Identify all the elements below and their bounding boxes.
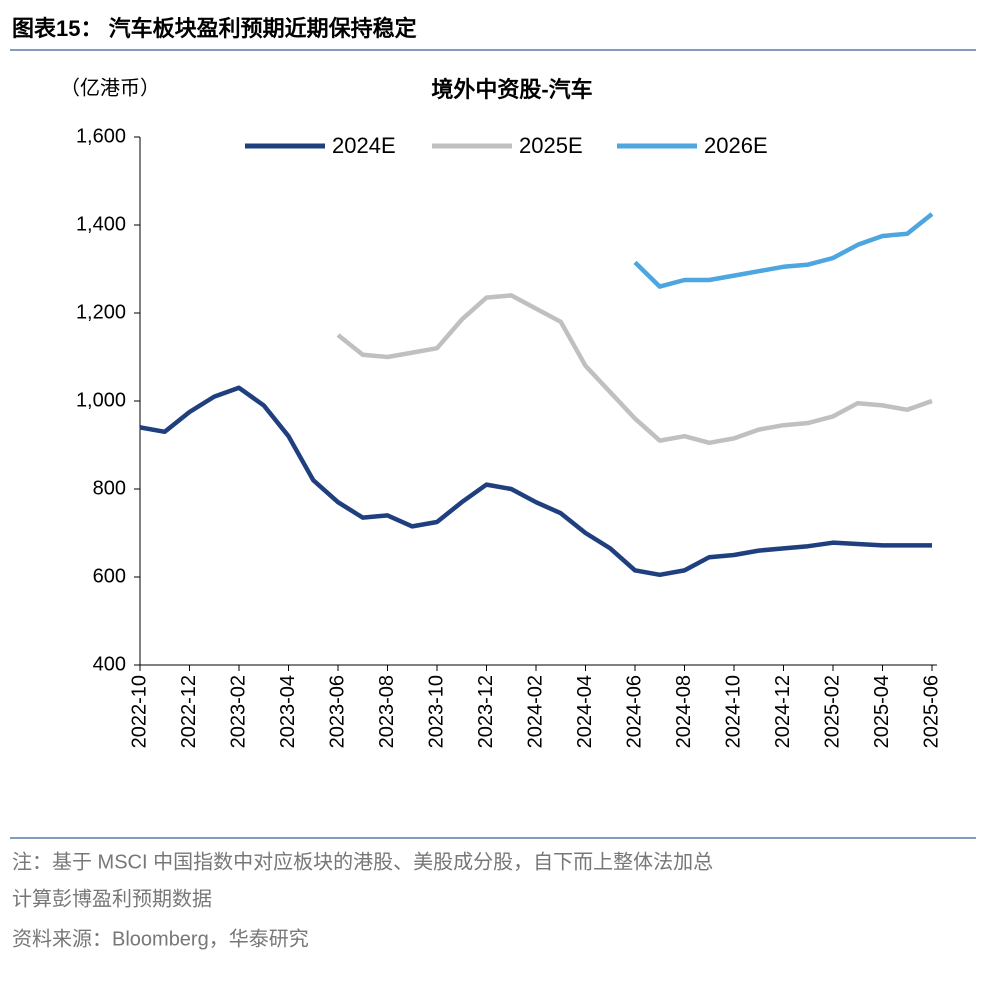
x-tick-label: 2025-06 <box>920 675 942 748</box>
figure-title: 图表15： 汽车板块盈利预期近期保持稳定 <box>12 16 417 41</box>
line-series <box>139 385 932 578</box>
x-tick-label: 2024-08 <box>673 675 695 748</box>
x-tick-label: 2024-02 <box>524 675 546 748</box>
legend-label: 2026E <box>704 133 768 158</box>
y-label: （亿港币） <box>60 76 160 99</box>
x-tick-label: 2024-10 <box>722 675 744 748</box>
note: 计算彭博盈利预期数据 <box>12 887 212 910</box>
x-tick-label: 2024-12 <box>772 675 794 748</box>
x-tick-label: 2023-12 <box>475 675 497 748</box>
y-tick-label: 600 <box>93 565 126 587</box>
legend-label: 2024E <box>332 133 396 158</box>
line-series <box>336 293 933 446</box>
x-tick-label: 2023-02 <box>227 675 249 748</box>
x-tick-label: 2023-06 <box>326 675 348 748</box>
legend-label: 2025E <box>519 133 583 158</box>
y-tick-label: 1,400 <box>76 213 126 235</box>
y-tick-label: 800 <box>93 477 126 499</box>
y-tick-label: 1,200 <box>76 301 126 323</box>
y-tick-label: 400 <box>93 653 126 675</box>
x-tick-label: 2025-02 <box>821 675 843 748</box>
x-tick-label: 2023-04 <box>277 675 299 748</box>
line-series <box>633 212 934 289</box>
x-tick-label: 2024-04 <box>574 675 596 748</box>
x-tick-label: 2023-08 <box>376 675 398 748</box>
y-tick-label: 1,000 <box>76 389 126 411</box>
note: 注：基于 MSCI 中国指数中对应板块的港股、美股成分股，自下而上整体法加总 <box>12 850 713 873</box>
x-tick-label: 2024-06 <box>623 675 645 748</box>
x-tick-label: 2025-04 <box>871 675 893 748</box>
x-tick-label: 2023-10 <box>425 675 447 748</box>
x-tick-label: 2022-10 <box>128 675 150 748</box>
x-tick-label: 2022-12 <box>178 675 200 748</box>
y-tick-label: 1,600 <box>76 125 126 147</box>
source: 资料来源：Bloomberg，华泰研究 <box>12 927 309 950</box>
chart-title: 境外中资股-汽车 <box>431 77 592 102</box>
